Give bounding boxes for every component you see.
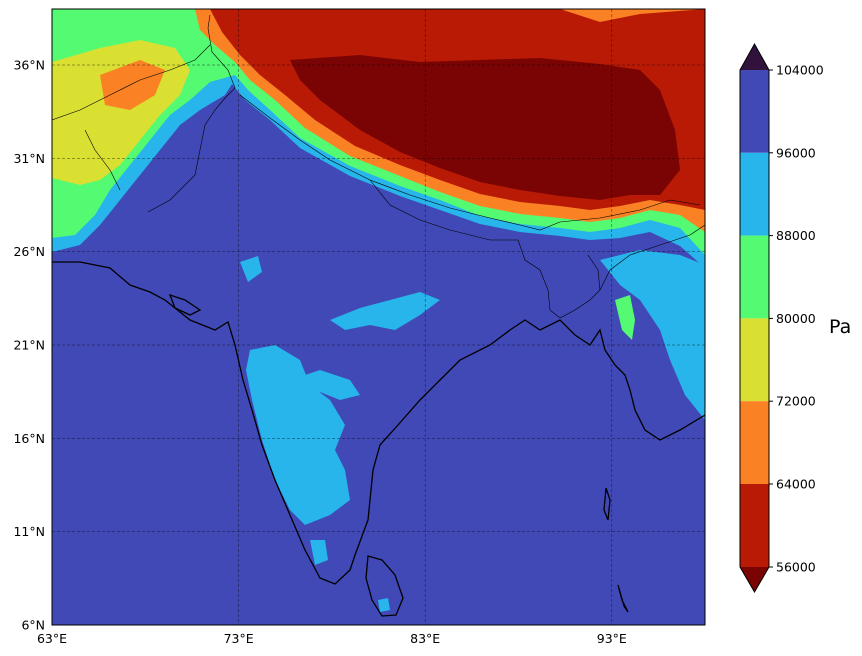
lon-tick-83: 83°E (410, 631, 440, 646)
lat-tick-labels: 36°N 31°N 26°N 21°N 16°N 11°N 6°N (13, 58, 45, 633)
colorbar-band-72000-80000 (740, 318, 769, 402)
india-west-coast (52, 261, 356, 585)
lat-tick-26: 26°N (13, 244, 45, 259)
lon-tick-93: 93°E (597, 631, 627, 646)
colorbar-band-64000-72000 (740, 401, 769, 484)
india-east-coast (354, 319, 705, 556)
map-panel (52, 9, 705, 625)
lat-tick-31: 31°N (13, 151, 45, 166)
colorbar-extend-over (740, 44, 769, 70)
colorbar-ticks (769, 69, 773, 568)
map-frame (51, 8, 706, 626)
political-borders (52, 14, 705, 319)
patch-northeast (600, 250, 705, 420)
colorbar-tick-104000: 104000 (776, 63, 824, 78)
lat-tick-6: 6°N (21, 618, 45, 633)
lat-tick-36: 36°N (13, 58, 45, 73)
pakistan-india-border (147, 14, 236, 213)
patch-kerala (310, 540, 328, 565)
lon-tick-63: 63°E (37, 631, 67, 646)
pressure-contour-fill (52, 9, 705, 612)
patch-western-ghats (246, 345, 350, 525)
colorbar-tick-96000: 96000 (776, 145, 816, 160)
patch-plateau-west (240, 256, 262, 282)
gridlines (52, 9, 705, 625)
himalaya-border (239, 94, 701, 231)
colorbar: 104000 96000 88000 80000 72000 64000 560… (739, 42, 851, 593)
colorbar-band-96000-104000 (740, 70, 769, 153)
colorbar-band-88000-96000 (740, 152, 769, 236)
lon-tick-73: 73°E (224, 631, 254, 646)
colorbar-extend-under (740, 567, 769, 592)
patch-deccan (290, 370, 360, 400)
colorbar-tick-56000: 56000 (776, 560, 816, 575)
colorbar-band-80000-88000 (740, 235, 769, 319)
gulf-of-khambhat (168, 293, 202, 316)
colorbar-tick-72000: 72000 (776, 394, 816, 409)
colorbar-band-56000-64000 (740, 484, 769, 567)
colorbar-tick-88000: 88000 (776, 228, 816, 243)
colorbar-unit-label: Pa (829, 316, 851, 338)
patch-central-india (330, 292, 440, 330)
lon-tick-labels: 63°E 73°E 83°E 93°E (37, 631, 627, 646)
band-below-56000 (290, 55, 680, 200)
coastlines (52, 261, 705, 617)
andaman-islands (603, 487, 629, 613)
nepal-south-border (369, 179, 518, 241)
patch-sri-lanka (378, 598, 390, 612)
sri-lanka-coast (365, 555, 404, 617)
lat-tick-21: 21°N (13, 338, 45, 353)
lat-tick-16: 16°N (13, 431, 45, 446)
patch-mizoram (615, 295, 635, 340)
lat-tick-11: 11°N (13, 524, 45, 539)
afghan-border (52, 44, 211, 191)
colorbar-tick-80000: 80000 (776, 311, 816, 326)
colorbar-tick-64000: 64000 (776, 477, 816, 492)
bangladesh-border (517, 239, 601, 319)
myanmar-border (599, 224, 705, 291)
